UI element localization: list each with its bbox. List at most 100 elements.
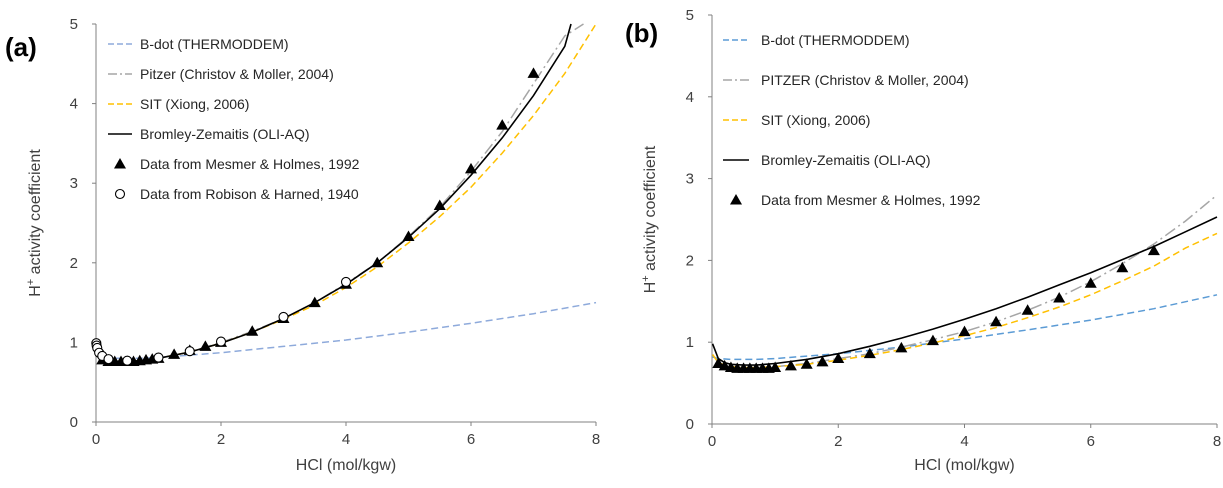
y-axis-title-sup: + (640, 275, 652, 281)
y-axis-title-sup: + (25, 279, 37, 285)
data-point-triangle (496, 119, 509, 130)
x-tick-label: 6 (1087, 433, 1095, 450)
y-tick-label: 3 (70, 175, 78, 192)
data-point-triangle (246, 325, 259, 336)
y-tick-label: 4 (70, 96, 78, 113)
data-point-triangle (527, 67, 540, 78)
y-tick-label: 1 (686, 334, 694, 351)
y-axis-title-main: H (642, 282, 659, 294)
data-point-triangle (784, 359, 797, 371)
x-axis-title: HCl (mol/kgw) (914, 457, 1014, 474)
data-point-triangle (371, 256, 384, 268)
x-tick-label: 2 (834, 433, 842, 450)
data-point-triangle (800, 358, 813, 369)
legend-marker-triangle (730, 194, 742, 205)
legend-label: Data from Mesmer & Holmes, 1992 (761, 192, 981, 208)
panel-b: 0 1 2 3 4 5 0 2 4 6 8 (b) HCl (mol/kgw) H+ activity c… (625, 7, 1221, 474)
y-tick-label: 5 (686, 7, 694, 24)
legend-item-robinson: Data from Robison & Harned, 1940 (114, 186, 359, 202)
y-tick-label: 4 (686, 89, 694, 106)
data-point-triangle (769, 361, 782, 373)
legend-item-bdot: B-dot (THERMODDEM) (723, 32, 910, 48)
data-point-circle (278, 311, 289, 322)
data-point-triangle (1084, 277, 1097, 288)
data-point-triangle (199, 340, 212, 351)
y-tick-label: 2 (70, 255, 78, 272)
data-point-triangle (895, 341, 908, 353)
y-tick-label: 5 (70, 16, 78, 33)
x-tick-label: 8 (592, 431, 600, 448)
data-point-triangle (958, 325, 971, 337)
legend-label: B-dot (THERMODDEM) (761, 32, 910, 48)
data-point-circle (122, 355, 133, 366)
data-point-circle (153, 352, 164, 363)
y-axis-title: H+ activity coefficient (25, 149, 44, 297)
x-tick-label: 4 (960, 433, 968, 450)
data-point-circle (340, 276, 352, 287)
series-mesmer (96, 67, 540, 367)
data-point-triangle (1147, 244, 1160, 256)
y-axis-title-rest: activity coefficient (642, 145, 659, 275)
data-point-triangle (926, 334, 939, 346)
y-tick-label: 0 (686, 416, 694, 433)
legend-label: Data from Robison & Harned, 1940 (140, 186, 359, 202)
series-line-bdot (96, 301, 597, 360)
x-tick-label: 4 (342, 431, 350, 448)
legend-marker-triangle (114, 158, 126, 169)
y-axis-title-rest: activity coefficient (27, 149, 44, 279)
x-tick-label: 2 (217, 431, 225, 448)
data-point-triangle (832, 352, 845, 364)
legend-item-bz: Bromley-Zemaitis (OLI-AQ) (723, 152, 931, 168)
legend-item-mesmer: Data from Mesmer & Holmes, 1992 (730, 192, 981, 208)
legend-item-pitzer: PITZER (Christov & Moller, 2004) (723, 72, 969, 88)
series-line-bz (712, 216, 1218, 366)
data-point-triangle (1116, 261, 1129, 273)
legend-label: Pitzer (Christov & Moller, 2004) (140, 66, 334, 82)
legend-marker-circle (114, 188, 126, 200)
series-line-sit (712, 232, 1218, 369)
legend-label: PITZER (Christov & Moller, 2004) (761, 72, 969, 88)
series-bz (712, 216, 1218, 366)
legend-label: Bromley-Zemaitis (OLI-AQ) (761, 152, 931, 168)
data-point-circle (215, 336, 227, 347)
legend-label: SIT (Xiong, 2006) (140, 96, 249, 112)
series-line-bdot (712, 294, 1218, 361)
y-tick-label: 0 (70, 414, 78, 431)
series-sit (712, 232, 1218, 369)
legend-item-bz: Bromley-Zemaitis (OLI-AQ) (108, 126, 310, 142)
legend: B-dot (THERMODDEM) PITZER (Christov & Mol… (723, 32, 981, 208)
legend-item-mesmer: Data from Mesmer & Holmes, 1992 (114, 156, 360, 172)
y-tick-label: 2 (686, 252, 694, 269)
data-point-triangle (402, 230, 415, 242)
data-point-triangle (816, 355, 829, 367)
x-axis-title: HCl (mol/kgw) (296, 457, 396, 474)
series-robinson (91, 276, 352, 366)
legend-label: Data from Mesmer & Holmes, 1992 (140, 156, 360, 172)
data-point-triangle (863, 347, 876, 359)
x-tick-label: 6 (467, 431, 475, 448)
y-tick-label: 3 (686, 171, 694, 188)
legend-label: Bromley-Zemaitis (OLI-AQ) (140, 126, 310, 142)
y-axis-title: H+ activity coefficient (640, 145, 659, 293)
data-point-triangle (1021, 304, 1034, 315)
series-pitzer (712, 194, 1218, 369)
data-point-triangle (1053, 292, 1066, 303)
y-axis-title-main: H (27, 285, 44, 297)
x-tick-label: 0 (92, 431, 100, 448)
series-bdot (96, 301, 597, 360)
data-point-triangle (168, 348, 181, 359)
panel-label: (a) (5, 32, 37, 62)
data-point-triangle (990, 315, 1003, 327)
data-point-circle (184, 346, 195, 357)
data-point-circle (103, 354, 114, 365)
series-mesmer (712, 244, 1160, 373)
x-tick-label: 8 (1213, 433, 1221, 450)
data-point-triangle (712, 357, 725, 368)
legend-item-bdot: B-dot (THERMODDEM) (108, 36, 289, 52)
y-tick-label: 1 (70, 334, 78, 351)
data-point-triangle (308, 296, 321, 308)
legend-label: SIT (Xiong, 2006) (761, 112, 870, 128)
series-bdot (712, 294, 1218, 361)
legend-item-pitzer: Pitzer (Christov & Moller, 2004) (108, 66, 334, 82)
